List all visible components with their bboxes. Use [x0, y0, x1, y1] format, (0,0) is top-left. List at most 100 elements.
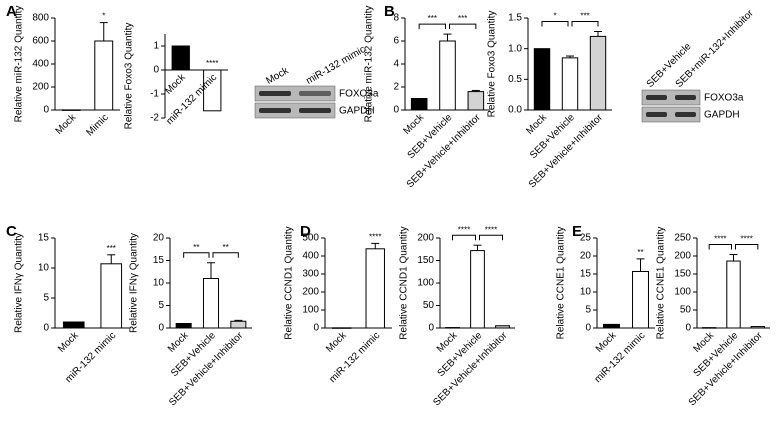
x-tick-label: Mock	[54, 112, 79, 137]
y-tick-label: 0	[393, 105, 399, 116]
y-tick-label: 15	[153, 255, 165, 266]
y-tick-label: 8	[393, 13, 399, 24]
y-tick-label: 0	[428, 323, 434, 334]
blot-band	[299, 108, 331, 113]
bar	[470, 250, 485, 329]
bar	[632, 270, 649, 329]
bar	[175, 323, 192, 329]
bar	[467, 91, 485, 111]
panel-letter: E	[572, 223, 582, 240]
error-bar	[566, 55, 574, 58]
significance: ***	[428, 14, 437, 23]
error-bar	[443, 33, 452, 41]
bar	[561, 57, 579, 111]
bar	[533, 48, 551, 111]
x-tick-label: Mock	[324, 330, 349, 355]
y-axis-label: Relative CCNE1 Quantity	[556, 227, 567, 340]
bracket	[212, 252, 239, 258]
y-tick-label: 0	[153, 65, 159, 76]
y-tick-label: 200	[417, 233, 434, 244]
y-tick-label: 10	[580, 287, 592, 298]
error-bar	[636, 258, 645, 272]
bar	[726, 260, 741, 329]
y-tick-label: 0	[158, 323, 164, 334]
bracket	[571, 20, 599, 27]
blot-strip	[254, 102, 336, 119]
bar	[62, 321, 85, 329]
x-tick-label: Mock	[163, 72, 188, 97]
blot-column-label: Mock	[264, 65, 291, 87]
y-tick-label: 15	[580, 269, 592, 280]
y-tick-label: 800	[32, 13, 49, 24]
error-bar	[234, 319, 243, 322]
y-tick-label: 5	[43, 293, 49, 304]
y-tick-label: 150	[674, 269, 691, 280]
blot-band	[675, 95, 696, 100]
y-tick-label: 10	[153, 278, 165, 289]
panel-letter: D	[300, 223, 311, 240]
significance: **	[637, 248, 643, 257]
bar	[61, 109, 81, 111]
bar	[100, 263, 123, 329]
y-tick-label: 100	[674, 287, 691, 298]
y-tick-label: 150	[417, 255, 434, 266]
blot-column-label: miR-132 mimic	[304, 44, 367, 87]
blot-band	[299, 91, 331, 96]
y-axis-label: Relative Foxo3 Quantity	[124, 23, 135, 130]
bracket	[452, 234, 476, 241]
y-tick-label: 2	[393, 82, 399, 93]
bracket	[735, 244, 759, 250]
bar	[589, 35, 607, 111]
significance: **	[193, 243, 199, 252]
bar	[94, 40, 114, 111]
error-bar	[207, 262, 215, 279]
significance: ***	[580, 12, 589, 21]
bar	[495, 325, 510, 329]
y-tick-label: 0.0	[508, 105, 522, 116]
y-tick-label: 0	[43, 105, 49, 116]
y-axis-label: Relative IFNγ Quantity	[129, 233, 140, 333]
y-tick-label: 200	[32, 82, 49, 93]
y-tick-label: 1	[153, 41, 159, 52]
x-tick-label: Mock	[401, 112, 426, 137]
y-axis-label: Relative miR-132 Quantity	[14, 6, 25, 123]
x-tick-label: Mock	[524, 112, 549, 137]
y-tick-label: 100	[302, 305, 319, 316]
y-tick-label: 400	[302, 251, 319, 262]
y-tick-label: -1	[150, 89, 159, 100]
panel-letter: B	[384, 3, 395, 20]
blot-band	[259, 91, 291, 96]
bar	[203, 69, 222, 112]
significance: ****	[458, 225, 470, 234]
y-tick-label: 250	[674, 233, 691, 244]
bar	[603, 323, 620, 329]
y-tick-label: 20	[153, 233, 165, 244]
panel-letter: C	[6, 223, 17, 240]
blot-strip	[254, 85, 336, 102]
y-tick-label: 1.0	[508, 43, 522, 54]
y-tick-label: 5	[585, 305, 591, 316]
bracket	[479, 234, 503, 241]
y-axis-label: Relative CCNE1 Quantity	[656, 227, 667, 340]
y-tick-label: 100	[417, 278, 434, 289]
x-tick-label: Mock	[166, 330, 191, 355]
y-tick-label: 0	[585, 323, 591, 334]
bracket	[449, 23, 477, 30]
y-tick-label: 6	[393, 36, 399, 47]
blot-row-label: GAPDH	[704, 110, 740, 121]
y-tick-label: 50	[423, 300, 435, 311]
y-tick-label: 0	[685, 323, 691, 334]
y-axis-label: Relative CCND1 Quantity	[399, 226, 410, 339]
y-axis-label: Relative CCND1 Quantity	[284, 226, 295, 339]
bar	[171, 45, 190, 71]
y-tick-label: 20	[580, 251, 592, 262]
bar	[365, 248, 385, 329]
y-tick-label: 5	[158, 300, 164, 311]
significance: ****	[206, 59, 218, 68]
blot-strip	[641, 106, 701, 123]
error-bar	[107, 254, 116, 264]
bar	[202, 278, 220, 329]
blot-row-label: FOXO3a	[704, 93, 744, 104]
error-bar	[729, 254, 738, 262]
panel-letter: A	[6, 3, 17, 20]
